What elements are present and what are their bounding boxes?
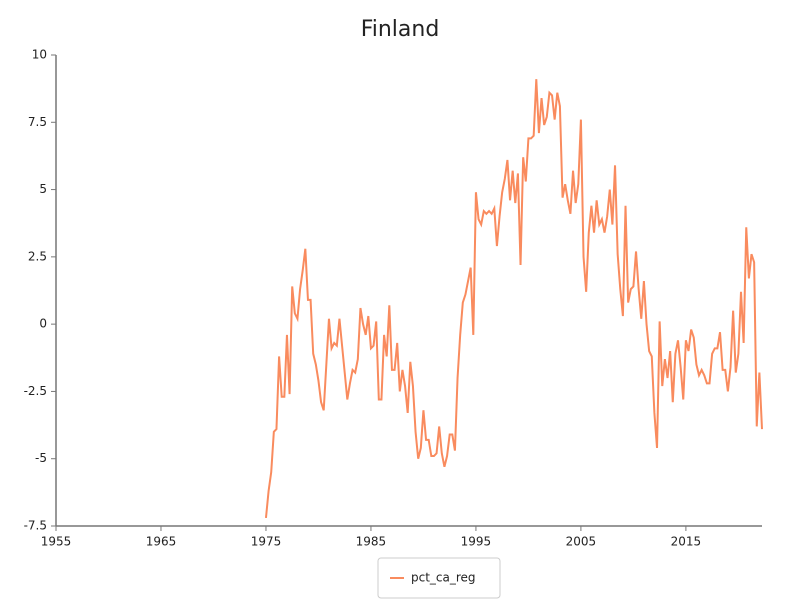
x-tick-label: 2015 [671, 535, 702, 549]
x-tick-label: 1985 [356, 535, 387, 549]
legend-box [377, 557, 501, 599]
x-tick-label: 1975 [251, 535, 282, 549]
chart-title: Finland [361, 17, 440, 42]
y-tick-label: 5 [39, 182, 47, 196]
x-tick-label: 2005 [566, 535, 597, 549]
y-tick-label: 10 [32, 48, 47, 62]
y-tick-label: -2.5 [24, 384, 47, 398]
legend-label: pct_ca_reg [411, 571, 476, 585]
y-tick-label: 0 [39, 317, 47, 331]
data-line [264, 79, 763, 519]
y-tick-label: 7.5 [28, 115, 47, 129]
y-tick-label: -7.5 [24, 519, 47, 533]
y-tick-label: -5 [35, 451, 47, 465]
x-tick-label: 1955 [41, 535, 72, 549]
y-tick-label: 2.5 [28, 249, 47, 263]
x-tick-label: 1965 [146, 535, 177, 549]
x-tick-label: 1995 [461, 535, 492, 549]
